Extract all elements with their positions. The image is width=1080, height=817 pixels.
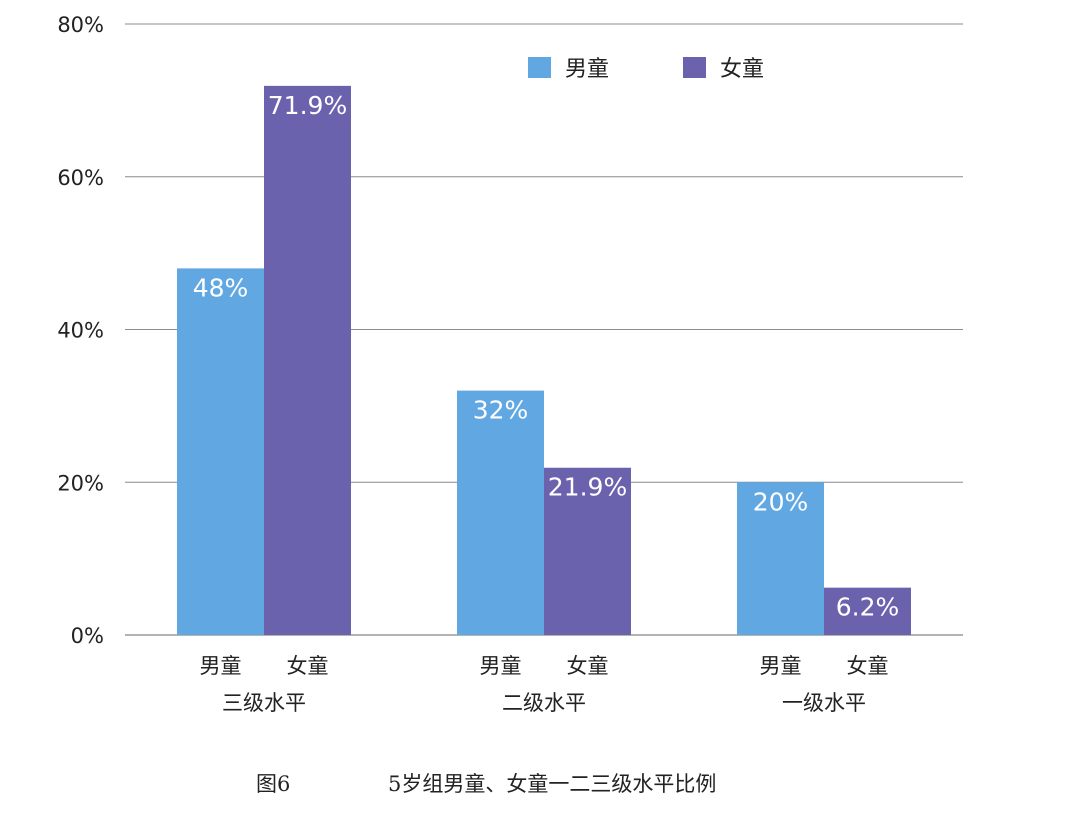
y-tick-label: 40% [57,319,104,343]
data-label: 6.2% [836,593,900,622]
y-tick-label: 60% [57,166,104,190]
bar [177,268,264,635]
bar [544,467,631,635]
y-tick-label: 20% [57,471,104,495]
figure-number: 图6 [256,772,291,796]
x-category-label: 二级水平 [502,691,586,715]
data-label: 48% [193,273,249,302]
x-sub-label: 女童 [567,654,609,678]
legend-swatch [528,57,551,78]
data-label: 20% [753,487,809,516]
bar [457,390,544,635]
bar [737,482,824,635]
x-category-label: 三级水平 [222,691,306,715]
figure-title: 5岁组男童、女童一二三级水平比例 [388,772,717,796]
legend-swatch [683,57,706,78]
x-sub-label: 女童 [287,654,329,678]
bar [824,587,911,635]
data-label: 71.9% [268,91,347,120]
x-category-label: 一级水平 [782,691,866,715]
bar [264,85,351,635]
x-sub-label: 男童 [200,654,242,678]
legend-label: 男童 [565,57,609,82]
y-tick-label: 80% [57,13,104,37]
data-label: 32% [473,396,529,425]
x-sub-label: 女童 [847,654,889,678]
data-label: 21.9% [548,473,627,502]
y-tick-label: 0% [71,624,104,648]
x-sub-label: 男童 [480,654,522,678]
x-sub-label: 男童 [760,654,802,678]
legend-label: 女童 [720,57,764,82]
